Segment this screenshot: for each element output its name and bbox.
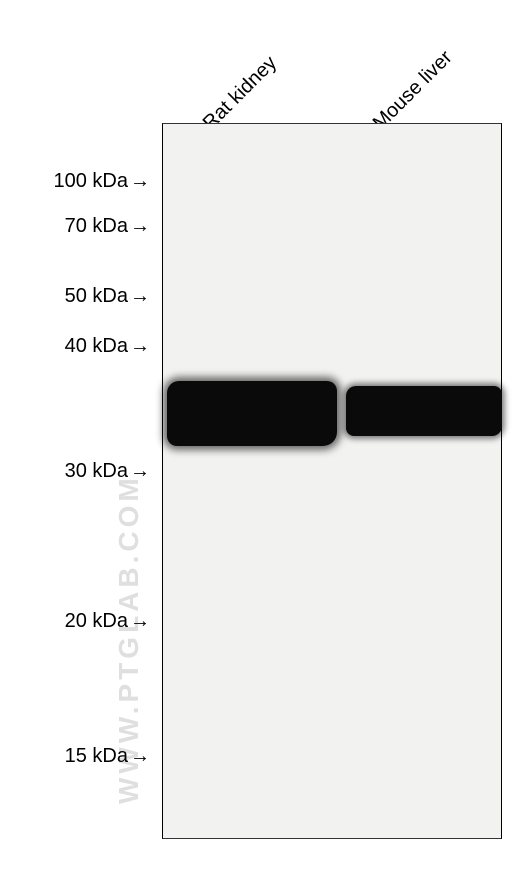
arrow-icon: → [130,285,150,308]
band-lane-2 [346,386,502,436]
lane-label-2: Mouse liver [369,46,458,135]
marker-30kda: 30 kDa→ [65,460,150,483]
marker-40kda: 40 kDa→ [65,335,150,358]
arrow-icon: → [130,460,150,483]
arrow-icon: → [130,215,150,238]
marker-70kda-text: 70 kDa [65,215,128,237]
blot-figure: Rat kidney Mouse liver WWW.PTGLAB.COM 10… [0,0,515,870]
watermark-text: WWW.PTGLAB.COM [113,164,145,804]
marker-15kda-text: 15 kDa [65,745,128,767]
marker-20kda: 20 kDa→ [65,610,150,633]
arrow-icon: → [130,745,150,768]
marker-70kda: 70 kDa→ [65,215,150,238]
band-lane-1 [167,381,337,446]
arrow-icon: → [130,610,150,633]
marker-100kda-text: 100 kDa [54,170,129,192]
marker-50kda: 50 kDa→ [65,285,150,308]
marker-15kda: 15 kDa→ [65,745,150,768]
arrow-icon: → [130,170,150,193]
marker-50kda-text: 50 kDa [65,285,128,307]
marker-100kda: 100 kDa→ [54,170,151,193]
arrow-icon: → [130,335,150,358]
marker-30kda-text: 30 kDa [65,460,128,482]
marker-40kda-text: 40 kDa [65,335,128,357]
blot-membrane: WWW.PTGLAB.COM [162,123,502,839]
marker-20kda-text: 20 kDa [65,610,128,632]
